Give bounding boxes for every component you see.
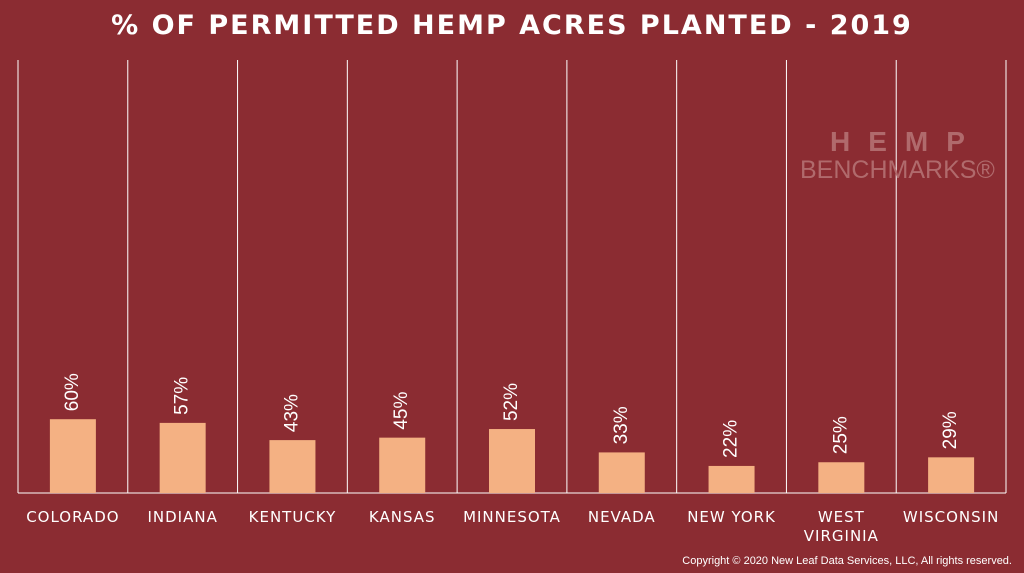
data-label: 43% (281, 394, 302, 432)
bar (489, 429, 535, 493)
bar (159, 422, 206, 493)
bar (598, 452, 645, 493)
data-label: 45% (391, 392, 412, 430)
data-label: 57% (172, 377, 193, 415)
bar (269, 440, 316, 493)
data-label: 33% (611, 406, 632, 444)
bar (708, 465, 755, 493)
data-label: 29% (940, 411, 961, 449)
bar (379, 437, 426, 493)
bar (928, 457, 975, 493)
data-label: 22% (721, 420, 742, 458)
category-label: VIRGINIA (804, 527, 879, 545)
category-label: WEST (818, 508, 865, 526)
bar (49, 419, 96, 493)
category-label: NEW YORK (687, 508, 776, 526)
category-label: WISCONSIN (903, 508, 999, 526)
category-label: MINNESOTA (463, 508, 561, 526)
copyright-notice: Copyright © 2020 New Leaf Data Services,… (682, 555, 1012, 567)
category-label: COLORADO (26, 508, 119, 526)
category-label: INDIANA (147, 508, 217, 526)
data-label: 60% (62, 373, 83, 411)
data-label: 25% (830, 416, 851, 454)
bar (818, 462, 865, 493)
data-label: 52% (501, 383, 522, 421)
watermark-line-2: BENCHMARKS® (800, 156, 995, 184)
watermark-line-1: HEMP (830, 126, 983, 157)
category-label: NEVADA (588, 508, 656, 526)
category-label: KANSAS (369, 508, 436, 526)
chart-title: % OF PERMITTED HEMP ACRES PLANTED - 2019 (111, 10, 913, 41)
hemp-benchmarks-watermark: HEMP BENCHMARKS® (800, 128, 1000, 183)
category-label: KENTUCKY (249, 508, 337, 526)
